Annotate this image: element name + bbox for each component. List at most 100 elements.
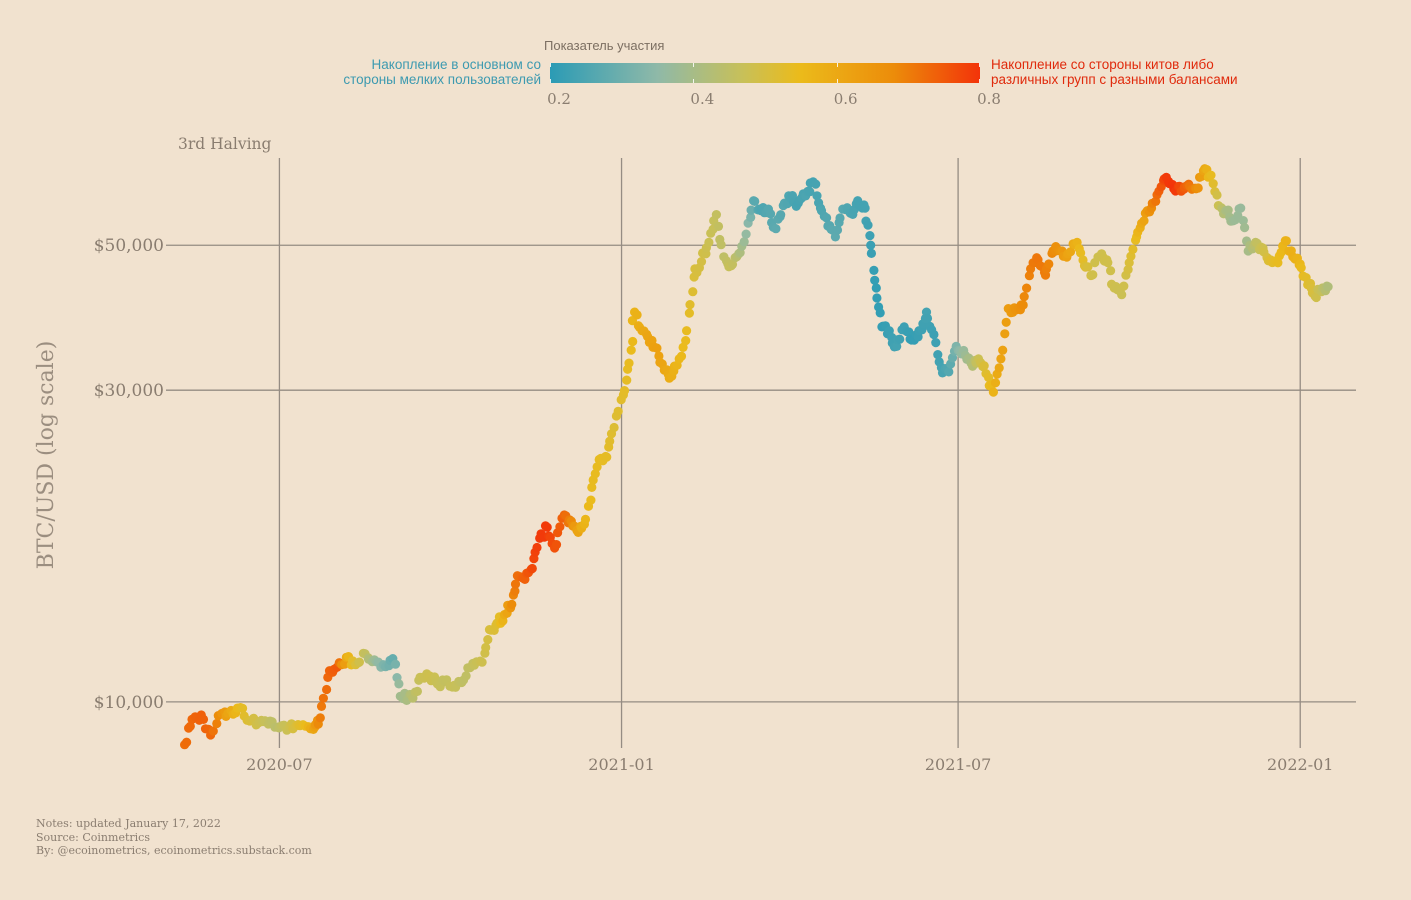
- legend-tick-label: 0.4: [690, 90, 715, 108]
- data-point: [510, 579, 521, 589]
- data-point: [863, 220, 873, 230]
- data-point: [182, 737, 192, 747]
- legend-high-label: Накопление со стороны китов либо различн…: [991, 57, 1291, 87]
- data-point: [602, 452, 612, 462]
- data-point: [198, 714, 209, 725]
- data-point: [713, 221, 724, 231]
- data-points: [180, 164, 1333, 750]
- chart-notes: Notes: updated January 17, 2022 Source: …: [36, 817, 312, 858]
- legend-tick-mark: [836, 79, 838, 83]
- data-point: [354, 657, 364, 667]
- data-point: [628, 336, 638, 347]
- data-point: [587, 482, 597, 492]
- data-point: [716, 240, 726, 250]
- data-point: [1022, 283, 1032, 293]
- legend-tick-mark: [550, 63, 551, 67]
- data-point: [696, 257, 707, 267]
- data-point: [1119, 281, 1129, 291]
- data-point: [580, 514, 591, 525]
- data-point: [315, 713, 325, 723]
- source-line: Source: Coinmetrics: [36, 830, 150, 844]
- y-tick-label: $10,000: [94, 693, 164, 713]
- legend-tick-mark: [979, 79, 980, 83]
- data-point: [1000, 329, 1010, 339]
- data-point: [1083, 262, 1093, 272]
- data-point: [208, 726, 218, 736]
- data-point: [1088, 270, 1098, 280]
- data-point: [860, 203, 870, 213]
- data-point: [739, 237, 749, 247]
- data-point: [542, 522, 552, 532]
- data-point: [619, 386, 630, 396]
- data-point: [532, 542, 542, 553]
- data-point: [1139, 216, 1149, 226]
- data-point: [609, 422, 619, 433]
- x-tick-label: 2022-01: [1267, 755, 1333, 774]
- data-point: [805, 187, 815, 197]
- data-point: [994, 363, 1004, 373]
- data-point: [865, 231, 875, 241]
- data-point: [830, 232, 841, 242]
- data-point: [688, 287, 698, 297]
- data-point: [185, 721, 195, 731]
- data-point: [1273, 258, 1283, 268]
- tick-labels: $10,000 $30,000 $50,000 2020-07 2021-01 2021-…: [94, 236, 1334, 774]
- data-point: [875, 308, 885, 318]
- data-point: [685, 300, 695, 310]
- data-point: [1296, 263, 1306, 273]
- data-point: [984, 372, 994, 383]
- x-tick-label: 2021-01: [588, 755, 654, 774]
- data-point: [1019, 292, 1029, 302]
- data-point: [822, 213, 832, 223]
- data-point: [771, 224, 781, 234]
- data-point: [212, 718, 222, 729]
- data-point: [507, 599, 517, 610]
- data-point: [483, 635, 493, 645]
- data-point: [871, 283, 881, 293]
- legend-tick-label: 0.2: [547, 90, 571, 108]
- data-point: [933, 350, 943, 360]
- data-point: [750, 196, 760, 206]
- legend-tick-mark: [693, 63, 695, 67]
- data-point: [592, 462, 602, 472]
- data-point: [998, 345, 1008, 355]
- data-point: [632, 310, 642, 320]
- data-point: [1193, 183, 1203, 193]
- data-point: [510, 586, 520, 596]
- y-tick-label: $50,000: [94, 236, 164, 256]
- data-point: [866, 248, 877, 258]
- data-point: [626, 345, 636, 355]
- data-point: [776, 210, 786, 220]
- x-tick-label: 2021-07: [925, 755, 991, 774]
- data-point: [904, 327, 914, 337]
- data-point: [812, 191, 822, 201]
- data-point: [895, 334, 905, 344]
- legend-low-label-line-2: стороны мелких пользователей: [343, 72, 541, 87]
- data-point: [1103, 258, 1113, 268]
- data-point: [1001, 317, 1011, 327]
- legend-title: Показатель участия: [544, 38, 665, 53]
- data-point: [481, 642, 491, 653]
- data-point: [1076, 248, 1086, 258]
- data-point: [684, 308, 695, 318]
- data-point: [996, 354, 1006, 364]
- data-point: [1128, 244, 1138, 254]
- data-point: [1018, 300, 1028, 310]
- data-point: [1106, 266, 1116, 276]
- data-point: [1044, 259, 1054, 269]
- data-point: [238, 703, 248, 714]
- data-point: [394, 679, 404, 689]
- legend-tick-mark: [836, 63, 838, 67]
- data-point: [412, 686, 422, 697]
- data-point: [555, 522, 565, 532]
- data-point: [811, 179, 821, 189]
- data-point: [990, 378, 1001, 388]
- legend-tick-label: 0.8: [977, 90, 1001, 108]
- legend-gradient-bar: [550, 63, 980, 83]
- data-point: [979, 361, 989, 371]
- data-point: [766, 209, 776, 219]
- data-point: [872, 293, 882, 303]
- data-point: [704, 237, 714, 247]
